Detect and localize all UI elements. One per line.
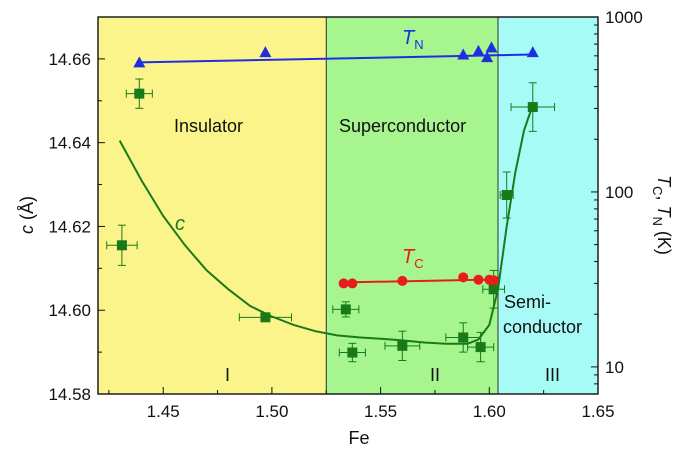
x-axis-label: Fe [348, 428, 369, 448]
tc-data-point [347, 278, 358, 289]
c-data-point [347, 347, 358, 358]
region-labels: Insulator Superconductor Semi- conductor… [174, 116, 582, 385]
tn-data-point [259, 46, 272, 58]
c-fit-curve-group [118, 104, 534, 345]
plot-frame [97, 16, 599, 395]
x-tick-label: 1.60 [473, 402, 506, 421]
tc-data-point [338, 278, 349, 289]
series-label-c: c [175, 213, 185, 235]
c-data-point [260, 312, 271, 323]
region-label-semi: Semi- [504, 292, 551, 312]
y-left-tick-label: 14.64 [48, 134, 91, 153]
c-data-point [397, 340, 408, 351]
y-left-axis-label: c (Å) [17, 196, 37, 234]
axes: 1.45 1.50 1.55 1.60 1.65 14.58 14.60 14.62 14.64… [48, 8, 642, 421]
tn-data-point [472, 44, 485, 56]
tc-data-point [458, 272, 469, 283]
region-numeral-ii: II [430, 365, 440, 385]
tn-data-point [485, 41, 498, 53]
series-label-tn: TN [402, 27, 424, 52]
tc-data-point [397, 275, 408, 286]
region-label-insulator: Insulator [174, 116, 243, 136]
x-tick-label: 1.50 [255, 402, 288, 421]
y-right-tick-label: 1000 [605, 8, 643, 27]
c-fit-curve [118, 104, 534, 345]
x-tick-label: 1.55 [364, 402, 397, 421]
tc-trend-line [343, 278, 494, 284]
c-data-point [116, 240, 127, 251]
region-backgrounds [98, 17, 598, 394]
tc-data-point [488, 275, 499, 286]
series-label-tc: TC [402, 246, 424, 271]
region-numeral-iii: III [545, 365, 560, 385]
x-tick-label: 1.45 [147, 402, 180, 421]
tn-data-point [133, 56, 146, 68]
c-data-point [501, 190, 512, 201]
y-left-tick-label: 14.62 [48, 217, 91, 236]
tn-data-point [526, 46, 539, 58]
region-3-background [498, 17, 598, 394]
c-data-point [527, 102, 538, 113]
tn-data-point [457, 48, 470, 60]
y-left-tick-label: 14.66 [48, 50, 91, 69]
y-right-axis-label: TC, TN (K) [650, 175, 674, 255]
region-numeral-i: I [225, 365, 230, 385]
y-right-tick-label: 10 [605, 358, 624, 377]
region-label-conductor: conductor [503, 317, 582, 337]
y-right-tick-label: 100 [605, 183, 633, 202]
c-data-point [134, 88, 145, 99]
data-markers [116, 41, 539, 358]
y-left-tick-label: 14.60 [48, 301, 91, 320]
tc-data-point [473, 274, 484, 285]
c-data-point [475, 342, 486, 353]
y-left-tick-label: 14.58 [48, 385, 91, 404]
region-2-background [326, 17, 498, 394]
c-data-point [458, 332, 469, 343]
tn-data-point [481, 51, 494, 63]
region-label-superconductor: Superconductor [339, 116, 466, 136]
c-data-point [340, 304, 351, 315]
c-data-point [488, 284, 499, 295]
region-1-background [98, 17, 327, 394]
x-tick-label: 1.65 [581, 402, 614, 421]
